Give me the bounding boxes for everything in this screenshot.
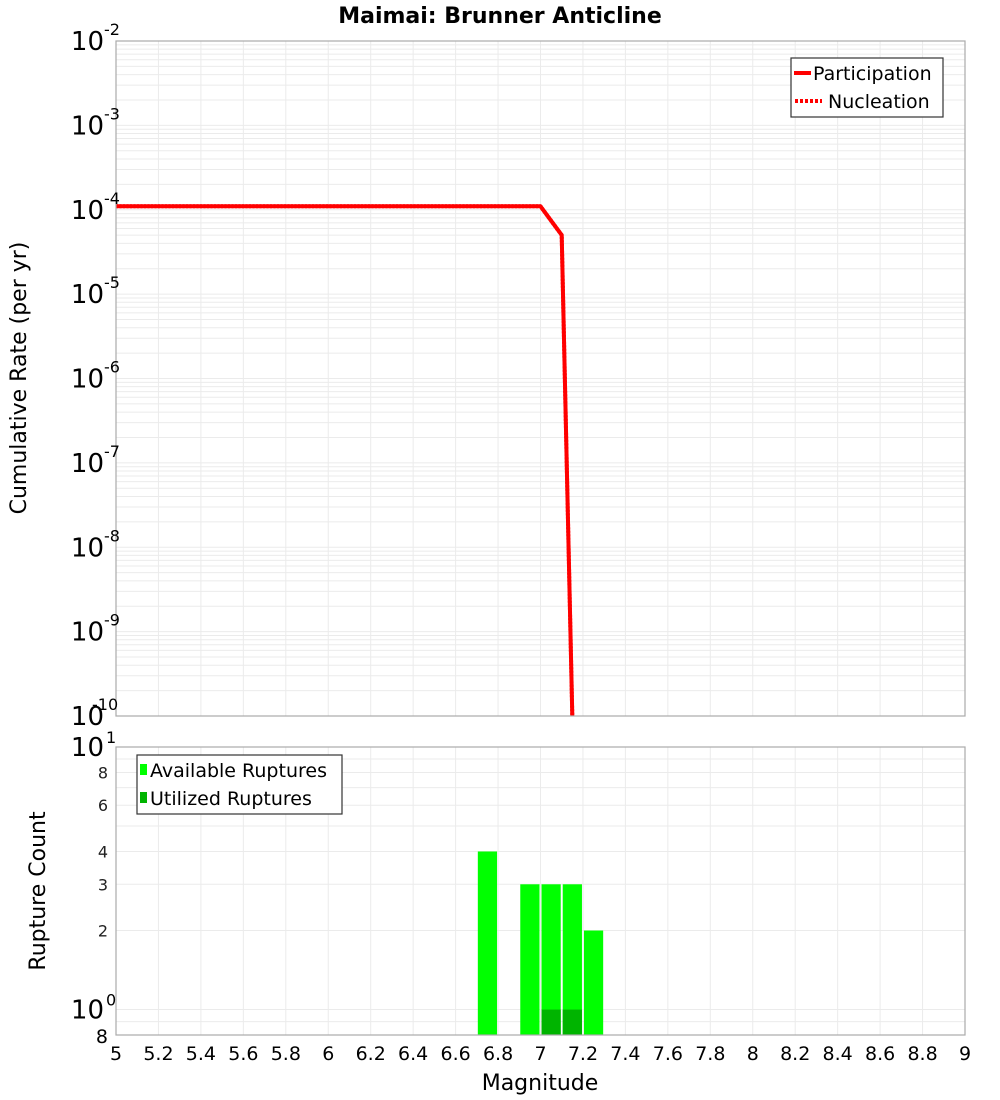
available-ruptures-bar: [583, 930, 604, 1035]
y-tick-label: 2: [98, 922, 108, 941]
y-tick-label: 10: [71, 449, 104, 479]
rate-plot-grid: [115, 41, 966, 717]
rate-y-ticks: 10-210-310-410-510-610-710-810 -910-10: [71, 20, 120, 732]
count-legend-box: [136, 754, 343, 815]
x-tick-label: 7.8: [695, 1043, 725, 1065]
y-tick-label: 10: [71, 196, 104, 226]
y-tick-label: 8: [98, 763, 108, 782]
count-plot-bars: [477, 851, 604, 1035]
legend-available: Available Ruptures: [150, 760, 327, 782]
y-tick-label: 3: [98, 875, 108, 894]
utilized-ruptures-bar: [562, 1009, 582, 1035]
x-tick-label: 5.2: [143, 1043, 173, 1065]
y-tick-label: 10: [71, 996, 104, 1026]
x-tick-label: 6.2: [356, 1043, 386, 1065]
available-ruptures-bar: [541, 884, 561, 1035]
x-tick-label: 8.2: [780, 1043, 810, 1065]
y-tick-exponent: 0: [106, 991, 116, 1010]
x-tick-label: 6.4: [398, 1043, 428, 1065]
y-tick-exponent: -10: [92, 695, 118, 714]
legend-utilized: Utilized Ruptures: [150, 788, 312, 810]
y-tick-label: 10: [71, 27, 104, 57]
rate-legend: Participation Nucleation: [790, 57, 944, 118]
x-tick-label: 8.4: [823, 1043, 853, 1065]
rate-plot-frame: [115, 40, 966, 717]
x-tick-label: 7.2: [568, 1043, 598, 1065]
available-ruptures-bar: [477, 851, 498, 1035]
y-tick-exponent: -7: [104, 442, 120, 461]
y-tick-label: 10: [71, 365, 104, 395]
x-tick-label: 8.6: [865, 1043, 895, 1065]
y-tick-exponent: -5: [104, 273, 120, 292]
y-tick-label: 10: [71, 111, 104, 141]
available-ruptures-bar: [562, 884, 582, 1035]
y-tick-exponent: -6: [104, 358, 120, 377]
x-tick-label: 8.8: [907, 1043, 937, 1065]
x-tick-label: 6.6: [440, 1043, 470, 1065]
chart-title: Maimai: Brunner Anticline: [338, 4, 662, 29]
x-tick-label: 6: [322, 1043, 334, 1065]
x-tick-label: 7: [534, 1043, 546, 1065]
y-tick-label: 8: [96, 1026, 108, 1048]
y-tick-exponent: -3: [104, 104, 120, 123]
x-tick-label: 5.6: [228, 1043, 258, 1065]
x-tick-label: 9: [959, 1043, 971, 1065]
x-tick-label: 7.4: [610, 1043, 640, 1065]
y-tick-label: 6: [98, 796, 108, 815]
y-tick-label: 10: [71, 618, 104, 648]
x-tick-label: 5.4: [186, 1043, 216, 1065]
y-tick-label: 10: [71, 280, 104, 310]
utilized-swatch-icon: [140, 792, 147, 803]
y-tick-label: 10: [71, 533, 104, 563]
nucleation-line: [116, 204, 575, 717]
rate-plot-lines: [116, 204, 575, 717]
legend-participation: Participation: [813, 63, 932, 85]
y-tick-exponent: -9: [104, 611, 120, 630]
utilized-ruptures-bar: [541, 1009, 561, 1035]
count-legend: Available Ruptures Utilized Ruptures: [136, 754, 343, 815]
x-tick-label: 5: [110, 1043, 122, 1065]
available-swatch-icon: [140, 764, 147, 775]
x-tick-label: 6.8: [483, 1043, 513, 1065]
x-tick-label: 7.6: [653, 1043, 683, 1065]
rate-y-axis-label: Cumulative Rate (per yr): [7, 242, 32, 515]
y-tick-exponent: 1: [106, 728, 116, 747]
rate-plot: 10-210-310-410-510-610-710-810 -910-10 Cu…: [7, 20, 966, 732]
y-tick-label: 4: [98, 842, 108, 861]
x-tick-label: 5.8: [271, 1043, 301, 1065]
rate-legend-box: [790, 57, 944, 118]
y-tick-exponent: -8: [104, 526, 120, 545]
x-tick-label: 8: [747, 1043, 759, 1065]
x-tick-labels: 5 5.2 5.4 5.6 5.8 6 6.2 6.4 6.6 6.8 7 7.2 7.4 7.6 7.8 8…: [110, 1043, 971, 1065]
y-tick-exponent: -2: [104, 20, 120, 39]
available-ruptures-bar: [520, 884, 540, 1035]
x-axis-label: Magnitude: [482, 1071, 599, 1096]
count-plot-frame: [115, 746, 966, 1036]
count-y-axis-label: Rupture Count: [26, 811, 51, 971]
y-tick-exponent: -4: [104, 189, 120, 208]
y-tick-label: 10: [71, 702, 104, 732]
y-tick-label: 10: [71, 733, 104, 763]
legend-nucleation: Nucleation: [828, 91, 930, 113]
